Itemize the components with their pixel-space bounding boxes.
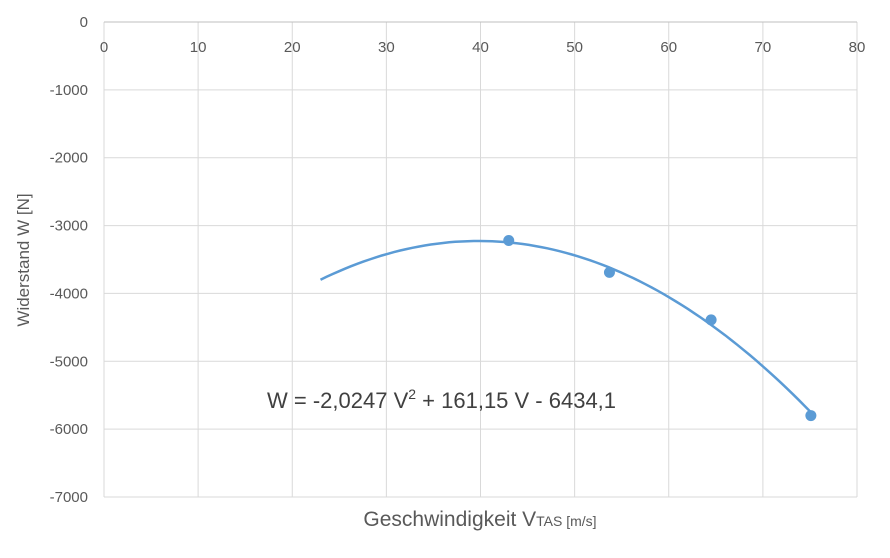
y-tick-label: -1000: [50, 82, 88, 99]
equation-main: W = -2,0247 V: [267, 388, 409, 413]
y-tick-label: -5000: [50, 353, 88, 370]
x-tick-label: 0: [100, 39, 108, 56]
equation-annotation: W = -2,0247 V2 + 161,15 V - 6434,1: [267, 386, 616, 413]
y-tick-label: -7000: [50, 489, 88, 506]
x-tick-label: 60: [660, 39, 677, 56]
x-tick-label: 70: [755, 39, 772, 56]
x-tick-label: 40: [472, 39, 489, 56]
x-tick-label: 80: [849, 39, 866, 56]
y-tick-label: 0: [80, 14, 88, 31]
equation-superscript: 2: [408, 386, 416, 402]
data-point: [805, 410, 817, 422]
data-point: [503, 235, 515, 246]
y-tick-label: -3000: [50, 218, 88, 235]
x-axis-label: Geschwindigkeit VTAS [m/s]: [363, 508, 596, 531]
x-axis-label-subscript: TAS [m/s]: [536, 513, 596, 529]
y-tick-label: -6000: [50, 421, 88, 438]
grid: [103, 21, 858, 498]
data-points: [503, 235, 817, 422]
data-point: [603, 266, 615, 278]
y-tick-label: -4000: [50, 285, 88, 302]
y-axis-label: Widerstand W [N]: [14, 193, 33, 326]
x-axis-label-main: Geschwindigkeit V: [363, 508, 536, 531]
y-tick-label: -2000: [50, 150, 88, 167]
x-axis-ticks: 0 10 20 30 40 50 60 70 80: [100, 39, 866, 56]
x-tick-label: 10: [190, 39, 207, 56]
trendline: [319, 239, 812, 414]
x-tick-label: 50: [566, 39, 583, 56]
data-point: [705, 314, 717, 326]
x-tick-label: 30: [378, 39, 395, 56]
y-axis-ticks: 0 -1000 -2000 -3000 -4000 -5000 -6000 -7000: [50, 14, 88, 506]
x-tick-label: 20: [284, 39, 301, 56]
equation-rest: + 161,15 V - 6434,1: [416, 388, 616, 413]
